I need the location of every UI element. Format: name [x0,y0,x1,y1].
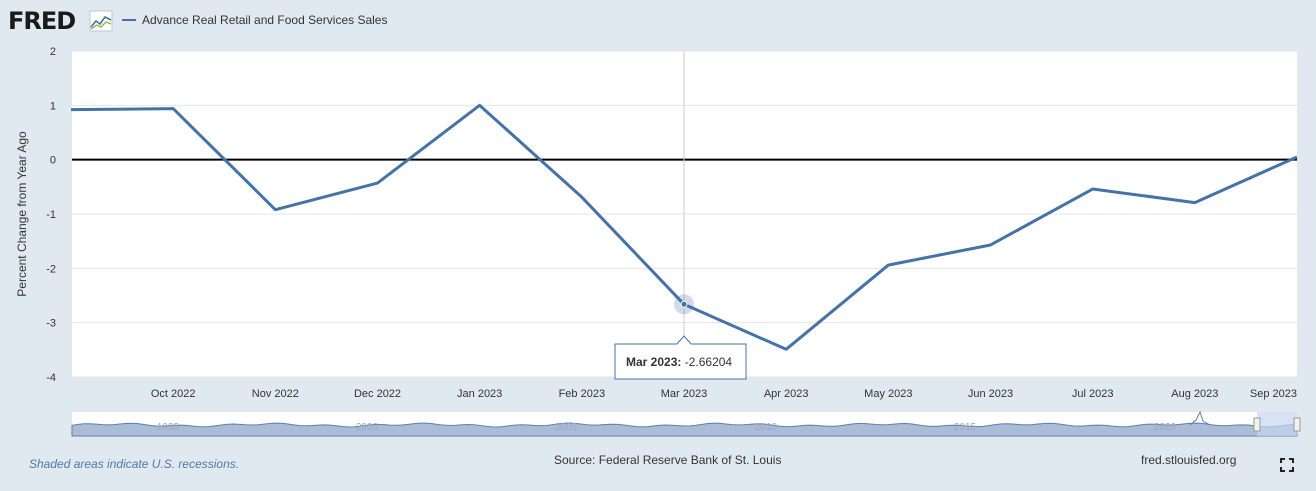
tooltip-box [614,335,747,380]
source-text: Source: Federal Reserve Bank of St. Loui… [554,453,782,467]
y-tick-label: 0 [50,155,56,167]
fred-logo[interactable]: FRED [8,7,76,35]
x-tick-label: Oct 2022 [151,388,196,400]
y-axis-ticks: 2 1 0 -1 -2 -3 -4 [46,46,56,384]
x-tick-label: Apr 2023 [764,388,809,400]
x-axis-ticks: Oct 2022 Nov 2022 Dec 2022 Jan 2023 Feb 2023… [151,388,1297,400]
range-navigator[interactable]: 1995 2000 2005 2010 2015 2020 [71,410,1301,437]
y-tick-label: 1 [50,100,56,112]
y-axis-label: Percent Change from Year Ago [15,131,29,297]
tooltip-date: Mar 2023: [626,355,681,369]
x-tick-label: Jan 2023 [457,388,502,400]
y-tick-label: -3 [46,318,56,330]
navigator-year-label: 2000 [356,422,379,433]
y-tick-label: -4 [46,372,56,384]
legend-series-label: Advance Real Retail and Food Services Sa… [142,13,388,27]
y-tick-label: -1 [46,209,56,221]
navigator-handle[interactable] [1253,417,1261,432]
tooltip-text: Mar 2023: -2.66204 [626,355,732,369]
navigator-spike [1189,410,1211,426]
navigator-year-label: 2005 [555,422,578,433]
x-tick-label: Aug 2023 [1171,388,1218,400]
legend-line-icon [122,19,136,21]
navigator-year-label: 2015 [954,422,977,433]
x-tick-label: Jul 2023 [1072,388,1114,400]
y-tick-label: -2 [46,263,56,275]
chart-header: FRED Advance Real Retail and Food Servic… [0,0,1316,44]
fullscreen-icon[interactable] [1280,458,1294,472]
navigator-handle[interactable] [1293,417,1301,432]
recession-note: Shaded areas indicate U.S. recessions. [29,457,240,471]
navigator-selection[interactable] [1257,412,1297,436]
navigator-series-area [71,422,1298,437]
navigator-year-label: 2010 [755,422,778,433]
site-link[interactable]: fred.stlouisfed.org [1141,453,1237,467]
x-tick-label: Dec 2022 [354,388,401,400]
x-tick-label: Mar 2023 [661,388,707,400]
fred-chart-logo-icon [89,10,113,32]
navigator-year-label: 1995 [157,422,180,433]
x-tick-label: Sep 2023 [1250,388,1297,400]
y-tick-label: 2 [50,46,56,58]
hover-point[interactable] [680,300,688,308]
series-group [70,103,1298,351]
x-tick-label: May 2023 [864,388,912,400]
navigator-year-label: 2020 [1154,422,1177,433]
tooltip: Mar 2023: -2.66204 [614,335,747,380]
tooltip-value: -2.66204 [685,355,733,369]
x-tick-label: Feb 2023 [559,388,605,400]
x-tick-label: Nov 2022 [252,388,299,400]
x-tick-label: Jun 2023 [968,388,1013,400]
chart-legend[interactable]: Advance Real Retail and Food Services Sa… [122,13,387,27]
